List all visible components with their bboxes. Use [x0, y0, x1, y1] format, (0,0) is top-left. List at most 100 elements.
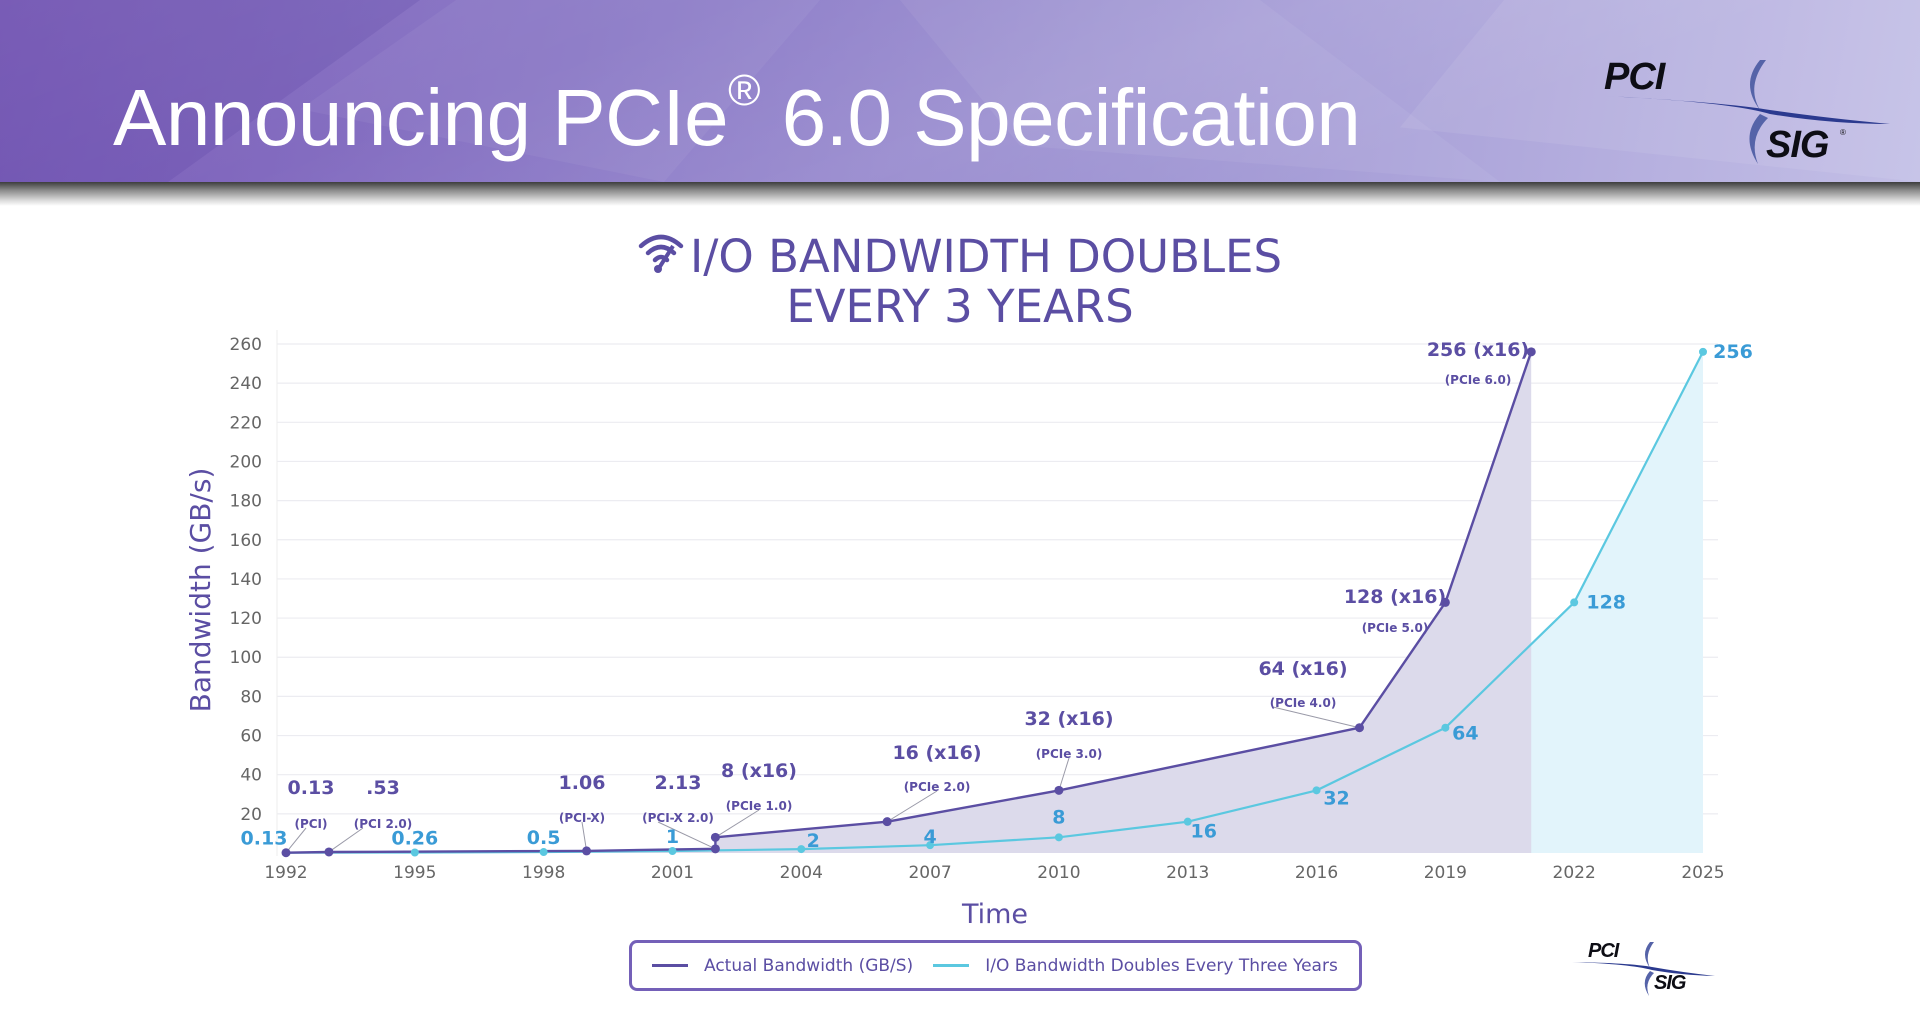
x-axis-ticks: 1992 1995 1998 2001 2004 2007 2010 2013 2016 2019…: [264, 863, 1724, 883]
y-tick-label: 20: [240, 805, 262, 825]
actual-marker: [710, 832, 720, 842]
projected-marker: [282, 848, 290, 857]
actual-version-label: (PCI 2.0): [354, 817, 412, 831]
projected-value-label: 1: [666, 826, 679, 848]
y-tick-label: 180: [230, 492, 262, 512]
actual-marker: [1440, 597, 1450, 607]
wifi-icon: [638, 232, 684, 274]
y-tick-label: 200: [230, 452, 262, 472]
actual-version-label: (PCIe 4.0): [1270, 696, 1337, 710]
projected-marker: [1312, 786, 1321, 795]
pci-sig-logo: PCI SIG ®: [1600, 52, 1900, 167]
projected-marker: [926, 841, 935, 850]
actual-value-label: 0.13: [288, 777, 335, 799]
actual-marker: [582, 846, 592, 856]
actual-version-label: (PCIe 6.0): [1445, 373, 1512, 387]
y-tick-label: 80: [240, 687, 262, 707]
actual-marker: [710, 844, 720, 854]
projected-area: [286, 351, 1703, 853]
legend-label-actual: Actual Bandwidth (GB/S): [704, 955, 914, 976]
actual-marker: [281, 848, 291, 858]
actual-value-label: 16 (x16): [892, 742, 981, 764]
actual-marker: [1526, 347, 1536, 357]
leader-line: [328, 827, 364, 853]
projected-value-label: 16: [1191, 821, 1217, 843]
actual-version-label: (PCI-X 2.0): [642, 811, 714, 825]
legend-item-projected[interactable]: I/O Bandwidth Doubles Every Three Years: [933, 956, 1338, 976]
pci-sig-footer-logo: PCI SIG: [1570, 938, 1720, 998]
projected-marker: [1441, 723, 1450, 732]
x-tick-label: 2004: [780, 863, 823, 883]
footer-logo-swoosh-icon: [1572, 942, 1715, 996]
projected-value-label: 256: [1713, 341, 1753, 363]
logo-swoosh-icon: [1605, 60, 1890, 164]
actual-marker: [882, 817, 892, 827]
leader-line: [657, 821, 716, 850]
x-tick-label: 2016: [1295, 863, 1338, 883]
x-tick-label: 2010: [1037, 863, 1080, 883]
projected-value-label: 4: [923, 826, 936, 848]
data-labels: 0.13 0.26 0.5 1 2 4 8 16 32 64 128 256 0.13 (PCI) .53 (…: [241, 339, 1753, 852]
chart-title-second-line: EVERY 3 YEARS: [0, 282, 1920, 332]
actual-area: [286, 351, 1532, 853]
y-axis-label: Bandwidth (GB/s): [184, 468, 217, 713]
annotation-leader-lines: [285, 706, 1360, 854]
chart-title: I/O BANDWIDTH DOUBLES: [0, 232, 1920, 282]
projected-marker: [1699, 347, 1707, 356]
x-tick-label: 2013: [1166, 863, 1209, 883]
y-tick-label: 160: [230, 531, 262, 551]
x-axis-label: Time: [961, 899, 1028, 930]
projected-value-label: 2: [807, 830, 820, 852]
x-tick-label: 1995: [393, 863, 436, 883]
x-tick-label: 2022: [1553, 863, 1596, 883]
logo-pci-text: PCI: [1604, 56, 1665, 98]
series-markers: [281, 347, 1707, 858]
grid-lines: [277, 343, 1718, 815]
actual-value-label: 256 (x16): [1427, 339, 1529, 361]
x-tick-label: 1998: [522, 863, 565, 883]
actual-value-label: 128 (x16): [1344, 586, 1446, 608]
y-tick-label: 60: [240, 727, 262, 747]
actual-marker: [1354, 723, 1364, 733]
legend-label-projected: I/O Bandwidth Doubles Every Three Years: [985, 955, 1338, 976]
logo-sig-text: SIG: [1766, 124, 1829, 166]
projected-marker: [1183, 817, 1192, 826]
y-tick-label: 220: [230, 413, 262, 433]
legend-swatch-projected: [933, 964, 970, 967]
legend-item-actual[interactable]: Actual Bandwidth (GB/S): [652, 956, 913, 976]
series-lines: [285, 351, 1704, 854]
leader-line: [1058, 757, 1070, 791]
leader-line: [715, 809, 760, 838]
y-tick-label: 260: [230, 335, 262, 355]
x-tick-label: 1992: [264, 863, 307, 883]
chart-title-line2: EVERY 3 YEARS: [786, 280, 1134, 333]
footer-logo-pci-text: PCI: [1588, 940, 1619, 962]
y-tick-label: 140: [230, 570, 262, 590]
projected-marker: [797, 845, 806, 854]
actual-marker: [324, 847, 334, 857]
projected-value-label: 64: [1452, 723, 1478, 745]
projected-marker: [410, 848, 419, 857]
legend-swatch-actual: [652, 964, 688, 967]
header-banner: Announcing PCIe® 6.0 Specification PCI S…: [0, 0, 1920, 182]
actual-marker: [1054, 785, 1064, 795]
page-title: Announcing PCIe® 6.0 Specification: [113, 66, 1361, 164]
actual-value-label: .53: [366, 777, 400, 799]
leader-line: [1272, 706, 1360, 729]
projected-line: [285, 351, 1704, 854]
projected-marker: [1054, 833, 1063, 842]
actual-version-label: (PCIe 3.0): [1036, 747, 1103, 761]
actual-value-label: 8 (x16): [721, 760, 797, 782]
projected-value-label: 8: [1052, 806, 1065, 828]
y-tick-label: 240: [230, 374, 262, 394]
registered-mark: ®: [728, 66, 761, 115]
projected-value-label: 0.13: [241, 828, 288, 850]
title-text-rest: 6.0 Specification: [760, 73, 1361, 162]
actual-line: [285, 351, 1533, 854]
projected-value-label: 0.26: [391, 827, 438, 849]
x-tick-label: 2019: [1424, 863, 1467, 883]
y-axis-ticks: 20 40 60 80 100 120 140 160 180 200 220 240 260: [230, 335, 262, 825]
actual-value-label: 1.06: [559, 772, 606, 794]
actual-version-label: (PCIe 2.0): [904, 780, 971, 794]
projected-marker: [1570, 598, 1579, 607]
